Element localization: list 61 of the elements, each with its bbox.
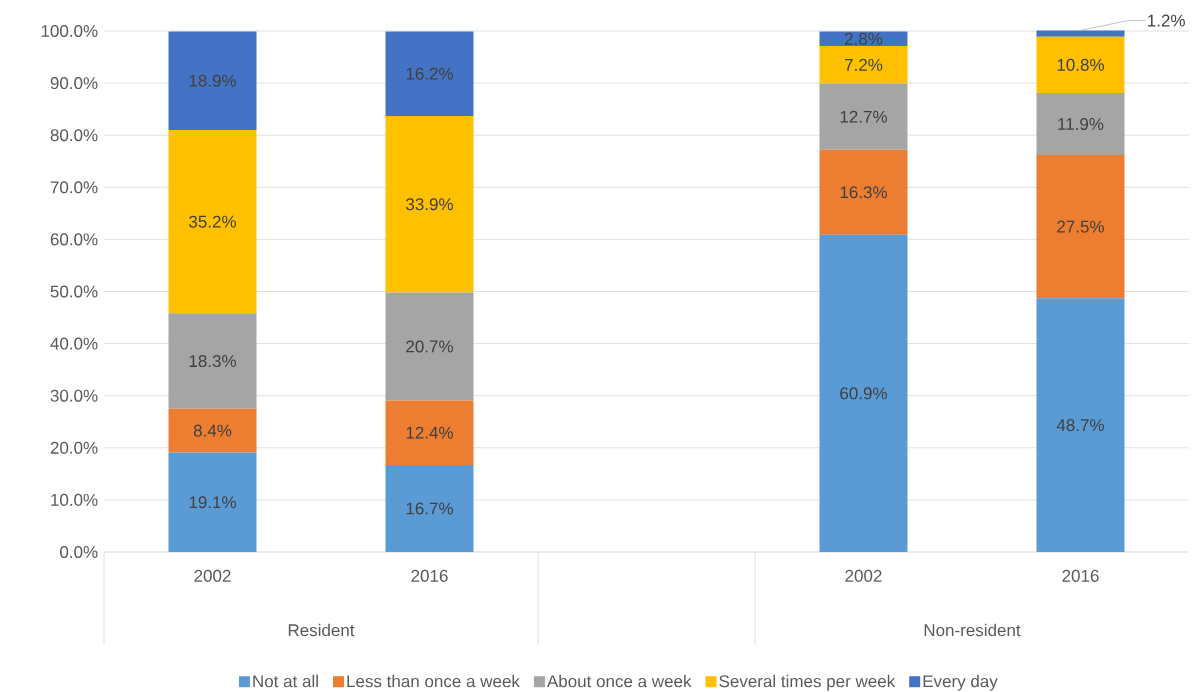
x-tick-label: 2016 — [1062, 569, 1099, 582]
legend-label: Several times per week — [719, 674, 896, 691]
bar — [168, 129, 257, 314]
bar — [819, 149, 908, 235]
y-tick-label: 20.0% — [50, 441, 98, 454]
text: Non-resident — [924, 623, 1021, 637]
x-tick-label: 2002 — [194, 569, 231, 582]
bar — [1036, 36, 1125, 93]
legend-label: Less than once a week — [347, 674, 520, 688]
x-tick-label: 2002 — [845, 569, 882, 582]
data-label: 20.7% — [406, 340, 453, 353]
y-tick-label: 40.0% — [50, 337, 98, 350]
data-label: 16.2% — [406, 67, 453, 80]
data-label: 19.1% — [189, 496, 236, 509]
y-tick-label: 60.0% — [50, 233, 98, 246]
y-tick-label: 100.0% — [41, 24, 98, 38]
data-label: 10.8% — [1057, 58, 1104, 71]
bar — [168, 408, 257, 453]
data-label: 35.2% — [189, 215, 236, 228]
y-tick-label: 0.0% — [60, 545, 98, 559]
data-label: 2.8% — [844, 32, 883, 45]
bar — [168, 452, 257, 552]
bar — [819, 46, 908, 84]
data-label: 1.2% — [1148, 14, 1185, 27]
data-label: 48.7% — [1056, 419, 1104, 432]
bar — [385, 31, 474, 116]
text: Resident — [288, 623, 355, 637]
x-tick-label: 2016 — [411, 569, 448, 582]
bar — [168, 31, 257, 130]
data-label: 18.3% — [189, 355, 236, 368]
data-label: 60.9% — [840, 387, 887, 400]
bar — [819, 234, 908, 552]
y-tick-label: 10.0% — [51, 493, 98, 506]
bar — [385, 115, 474, 293]
bar — [1036, 30, 1125, 37]
bar — [385, 464, 474, 552]
legend-label: About once a week — [546, 674, 692, 688]
bar — [385, 292, 474, 401]
bar — [1036, 92, 1125, 155]
bar — [1036, 154, 1125, 299]
data-label: 18.9% — [189, 74, 236, 87]
bar — [385, 400, 474, 465]
data-label: 12.4% — [406, 426, 453, 439]
data-label: 12.7% — [840, 110, 887, 123]
y-tick-label: 80.0% — [50, 129, 98, 142]
y-tick-label: 70.0% — [50, 181, 98, 194]
data-label: 33.9% — [406, 198, 453, 211]
bar — [819, 83, 908, 150]
legend-label: Not at all — [253, 674, 318, 688]
y-tick-label: 90.0% — [50, 77, 98, 90]
data-label: 11.9% — [1058, 117, 1104, 131]
data-label: 16.3% — [840, 186, 887, 199]
bar — [1036, 298, 1125, 552]
data-label: 8.4% — [193, 424, 232, 437]
data-label: 16.7% — [406, 502, 453, 515]
y-tick-label: 30.0% — [50, 389, 98, 402]
y-tick-label: 50.0% — [50, 285, 98, 298]
legend-label: Every day — [923, 674, 998, 691]
bar — [168, 313, 257, 409]
data-label: 27.5% — [1057, 220, 1104, 233]
data-label: 7.2% — [844, 58, 883, 71]
